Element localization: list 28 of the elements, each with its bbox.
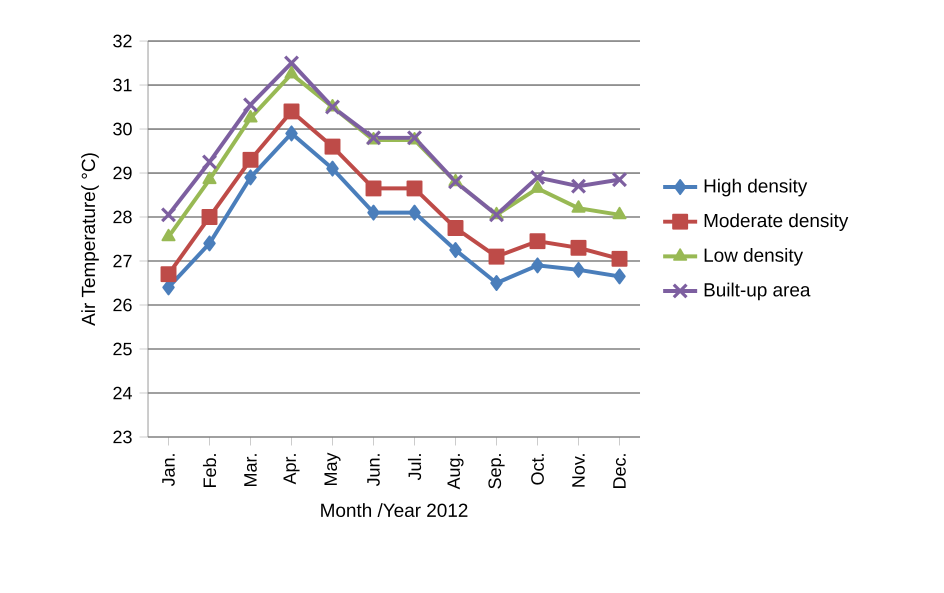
x-tick-label: Oct. [531,454,544,485]
x-tick-label: Mar. [244,454,257,486]
x-tick-label: Sep. [488,454,505,489]
x-tick-label: Jan. [162,454,175,486]
legend-label: Built-up area [704,282,810,300]
y-tick-label: 26 [113,298,132,312]
x-tick-label: Dec. [613,454,626,488]
y-tick-label: 29 [113,166,132,180]
legend-label: High density [704,178,808,196]
y-tick-label: 32 [113,34,132,48]
y-tick-label: 25 [113,342,132,356]
y-tick-label: 30 [113,122,132,136]
x-tick-label: Jul. [408,454,422,480]
y-tick-label: 24 [113,386,132,400]
x-tick-label: Apr. [283,454,300,484]
x-axis-title: Month /Year 2012 [321,503,468,518]
y-axis-title: Air Temperature( °C) [81,153,99,326]
y-tick-label: 28 [113,210,132,224]
y-tick-label: 31 [113,78,132,92]
x-tick-label: Nov. [572,454,585,487]
legend-label: Low density [704,248,804,266]
x-tick-label: May [324,452,341,485]
x-tick-label: Aug. [447,454,464,490]
x-tick-label: Jun. [367,454,380,486]
y-tick-label: 23 [113,430,132,444]
x-tick-label: Feb. [202,454,216,487]
y-tick-label: 27 [113,254,132,268]
legend-label: Moderate density [704,213,848,231]
